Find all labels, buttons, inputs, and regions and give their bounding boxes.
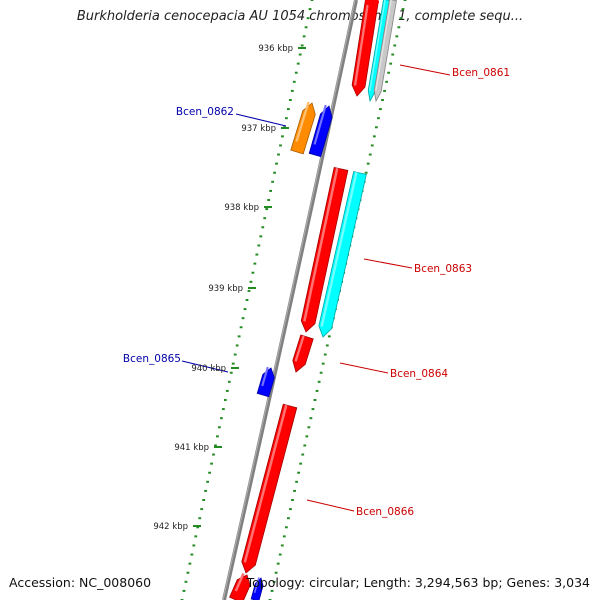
cds-bcen-0865-blue-body — [256, 367, 275, 398]
callout-line — [339, 362, 389, 374]
gene-labels: Bcen_0861 Bcen_0862 Bcen_0863 Bcen_0864 Bcen… — [123, 64, 510, 518]
scale-label: 936 kbp — [258, 44, 293, 54]
scale-label: 942 kbp — [153, 522, 188, 532]
cds-bcen-0865-blue-shine — [261, 366, 269, 387]
cds-bottom-red-body — [229, 574, 251, 600]
cds-bcen-0863-red — [300, 167, 349, 333]
callout-line — [399, 64, 451, 76]
gene-label[interactable]: Bcen_0866 — [356, 506, 414, 518]
cds-bcen-0863-cyan-shine — [320, 171, 358, 327]
gene-features — [229, 0, 397, 600]
cds-bcen-0863-cyan — [318, 171, 367, 338]
gene-label[interactable]: Bcen_0861 — [452, 67, 510, 79]
cds-bcen-0861-gray — [373, 0, 397, 103]
cds-bcen-0861-gray-shine — [375, 0, 392, 91]
cds-bottom-blue-shine — [253, 577, 260, 594]
scale-label: 941 kbp — [174, 443, 209, 453]
scale-label: 938 kbp — [224, 203, 259, 213]
cds-bottom-blue — [250, 577, 264, 600]
cds-bcen-0866-red-body — [241, 403, 298, 574]
cds-bottom-blue-body — [250, 577, 264, 600]
scale-label: 937 kbp — [241, 124, 276, 134]
scale-label: 939 kbp — [208, 284, 243, 294]
callout-line — [306, 499, 355, 512]
callout-line — [181, 360, 229, 373]
gene-label[interactable]: Bcen_0863 — [414, 263, 472, 275]
cds-bcen-0862-orange-shine — [295, 101, 310, 142]
gene-label[interactable]: Bcen_0864 — [390, 368, 448, 380]
scale-labels: 936 kbp 937 kbp 938 kbp 939 kbp 940 kbp 941 k… — [153, 44, 306, 532]
cds-bcen-0866-red-shine — [243, 404, 288, 563]
cds-top-edge — [365, 0, 379, 6]
gene-label[interactable]: Bcen_0862 — [176, 106, 234, 118]
cds-bcen-0862-orange — [290, 101, 316, 155]
backbone-line — [222, 0, 358, 600]
cds-bcen-0861-red-shine — [353, 0, 370, 86]
cds-bcen-0862-blue — [308, 104, 333, 158]
cds-bcen-0861-gray-body — [373, 0, 397, 103]
cds-bcen-0862-blue-shine — [313, 104, 327, 145]
cds-bcen-0863-red-shine — [303, 167, 339, 322]
map-title: Burkholderia cenocepacia AU 1054 chromos… — [76, 9, 524, 24]
cds-bcen-0863-red-body — [300, 167, 349, 333]
cds-bcen-0861-cyan-shine — [369, 0, 386, 91]
scale-ticks-left — [180, 0, 314, 600]
cds-bcen-0864-red-body — [292, 334, 314, 373]
backbone-highlight — [222, 0, 356, 600]
cds-bcen-0864-red — [292, 334, 314, 373]
accession-text: Accession: NC_008060 — [9, 575, 152, 590]
scale-label: 940 kbp — [191, 364, 226, 374]
cds-bcen-0866-red — [241, 403, 298, 574]
callout-line — [235, 113, 287, 127]
cds-bcen-0863-cyan-body — [318, 171, 367, 338]
cds-bottom-red-shine — [234, 572, 245, 592]
backbone — [222, 0, 358, 600]
cds-bcen-0864-red-shine — [294, 335, 305, 362]
cds-bcen-0865-blue — [256, 366, 275, 398]
gene-label[interactable]: Bcen_0865 — [123, 353, 181, 365]
cds-bottom-red — [229, 572, 251, 600]
callout-line — [363, 258, 413, 269]
topology-text: Topology: circular; Length: 3,294,563 bp… — [246, 575, 590, 590]
